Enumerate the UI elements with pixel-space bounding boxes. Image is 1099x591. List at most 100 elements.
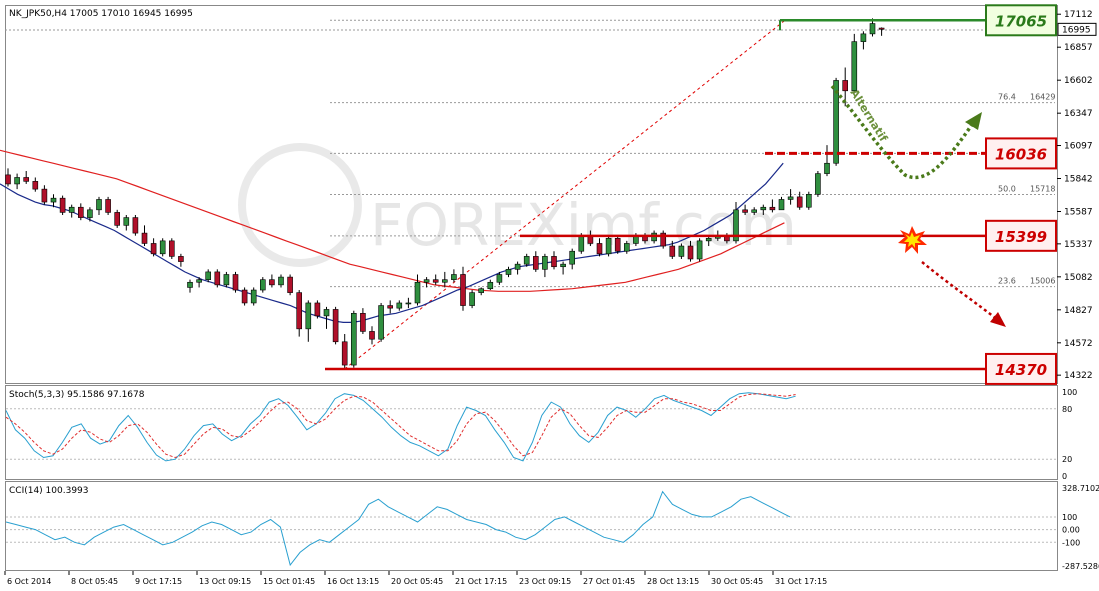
stoch-panel-frame	[5, 385, 1058, 480]
candle-bear	[132, 217, 139, 234]
x-tick-label: 20 Oct 05:45	[391, 577, 443, 586]
candle-bull	[505, 269, 512, 275]
candle-bear	[105, 199, 111, 213]
candle-bear	[78, 206, 84, 218]
candle-bull	[560, 263, 566, 268]
candle-bull	[496, 274, 503, 283]
candle-bull	[14, 177, 20, 185]
candle-bull	[542, 256, 548, 270]
cci-panel-frame	[5, 481, 1058, 571]
candle-bull	[350, 313, 357, 366]
x-tick-label: 21 Oct 17:15	[455, 577, 507, 586]
candle-bear	[742, 209, 748, 213]
candle-bull	[478, 288, 485, 293]
cci-header: CCI(14) 100.3993	[9, 486, 89, 496]
cci-tick-label: 100	[1062, 513, 1077, 522]
candle-bull	[578, 235, 585, 252]
candle-bull	[223, 274, 230, 286]
cci-tick-label: 0.00	[1062, 526, 1080, 535]
fib-diagonal	[344, 19, 786, 370]
candle-bear	[114, 212, 120, 226]
candle-bear	[296, 292, 303, 330]
fib-value-label: 15718	[1030, 185, 1055, 194]
candle-bull	[833, 80, 839, 164]
stoch-tick-label: 20	[1062, 455, 1072, 464]
candle-bull	[305, 302, 312, 330]
candle-bull	[778, 199, 785, 211]
candle-bull	[623, 243, 630, 252]
candle-bull	[396, 302, 403, 309]
moving-average-layer	[0, 149, 785, 323]
cci-tick-label: -100	[1062, 538, 1080, 547]
candle-bull	[451, 274, 457, 280]
candle-bull	[259, 279, 266, 291]
candle-bear	[269, 279, 275, 286]
time-axis-layer: 6 Oct 2014 8 Oct 05:45 9 Oct 17:15 13 Oct 0…	[4, 571, 827, 586]
watermark-logo-ring	[238, 143, 362, 267]
price-panel-frame	[5, 5, 1058, 384]
candle-bull	[205, 271, 211, 280]
candle-bear	[41, 188, 48, 203]
candle-bear	[596, 243, 603, 255]
x-tick-label: 23 Oct 09:15	[519, 577, 571, 586]
stoch-signal-line	[5, 393, 796, 459]
y-tick-label: 16602	[1064, 76, 1093, 86]
candle-bear	[32, 181, 39, 190]
candle-bull	[87, 209, 93, 218]
x-tick-label: 27 Oct 01:45	[583, 577, 635, 586]
fib-ratio-label: 50.0	[998, 185, 1016, 194]
y-tick-label: 14572	[1064, 339, 1093, 349]
x-tick-label: 28 Oct 13:15	[647, 577, 699, 586]
stoch-main-line	[5, 392, 796, 462]
support-low-box	[985, 352, 1057, 385]
candle-bull	[605, 237, 612, 255]
stoch-tick-label: 100	[1062, 388, 1077, 397]
candle-bear	[5, 174, 11, 185]
candle-bear	[23, 177, 30, 182]
candle-bear	[687, 245, 694, 260]
stoch-layer: 100 80 20 0	[5, 388, 1077, 481]
sma-blue-line	[0, 162, 784, 323]
price-axis-layer: 17112 16857 16602 16347 16097 15842 15587 15337…	[1057, 10, 1097, 381]
candle-bull	[523, 256, 530, 265]
y-tick-label: 17112	[1064, 10, 1093, 20]
candle-bull	[441, 279, 448, 283]
candle-bull	[760, 206, 767, 211]
candle-bull	[824, 162, 830, 174]
x-tick-label: 6 Oct 2014	[7, 577, 51, 586]
support-low-label: 14370	[995, 361, 1047, 379]
sma-red-line	[0, 149, 785, 292]
candle-bull	[696, 240, 703, 260]
fib-value-label: 15006	[1030, 277, 1055, 286]
x-tick-label: 30 Oct 05:45	[711, 577, 763, 586]
candle-bear	[532, 256, 539, 270]
candle-bull	[469, 292, 475, 306]
candle-bear	[314, 302, 321, 317]
candle-bull	[514, 263, 521, 270]
candle-bear	[150, 243, 157, 255]
chart-header: NK_JPK50,H4 17005 17010 16945 16995	[9, 9, 193, 19]
candle-bull	[487, 281, 494, 290]
cci-tick-label: 328.7102	[1062, 484, 1099, 493]
cci-layer: 328.7102 100 0.00 -100 -287.5286	[5, 484, 1099, 571]
candle-bull	[423, 279, 430, 283]
candle-bear	[332, 309, 339, 343]
candle-bear	[551, 256, 557, 268]
candle-bull	[678, 245, 685, 257]
candle-bull	[278, 276, 284, 286]
support-mid-box	[985, 219, 1057, 252]
candle-bear	[214, 271, 221, 286]
candle-bear	[387, 305, 394, 309]
x-tick-label: 8 Oct 05:45	[71, 577, 118, 586]
candle-bull	[123, 217, 130, 226]
fib-ratio-label: 23.6	[998, 277, 1016, 286]
candle-bull	[751, 209, 758, 213]
candle-bear	[241, 289, 248, 304]
candle-bear	[232, 274, 239, 291]
cci-tick-label: -287.5286	[1062, 562, 1099, 571]
y-tick-label: 15337	[1064, 240, 1093, 250]
y-tick-label: 15082	[1064, 273, 1093, 283]
candle-bull	[159, 240, 166, 255]
resistance-top-box	[985, 4, 1057, 37]
